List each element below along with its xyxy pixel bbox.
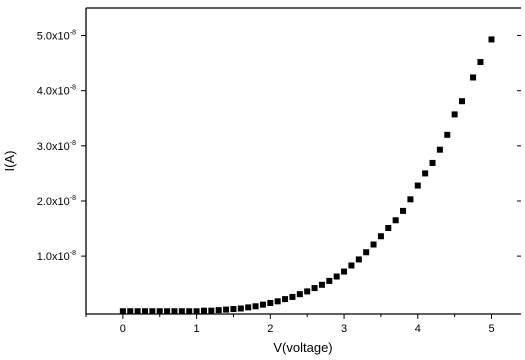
x-axis-title: V(voltage): [273, 340, 332, 355]
data-point: [414, 182, 421, 189]
y-tick-exponent: -8: [70, 250, 76, 257]
data-point: [171, 308, 178, 315]
data-points: [119, 36, 495, 315]
data-point: [400, 207, 407, 214]
x-axis-ticks: 0 1 2 3 4 5: [85, 314, 495, 335]
x-tick-label: 1: [194, 323, 200, 335]
x-tick-label: 4: [415, 323, 421, 335]
data-point: [230, 306, 237, 313]
data-point: [459, 98, 466, 105]
data-point: [333, 273, 340, 280]
data-point: [348, 262, 355, 269]
data-point: [134, 308, 141, 315]
data-point: [141, 308, 148, 315]
data-point: [477, 59, 484, 66]
data-point: [186, 308, 193, 315]
data-point: [119, 308, 126, 315]
y-tick-mantissa: 2.0x10: [37, 196, 70, 208]
data-point: [488, 36, 495, 43]
y-tick-mantissa: 1.0x10: [37, 251, 70, 263]
data-point: [259, 301, 266, 308]
data-point: [377, 233, 384, 240]
data-point: [318, 281, 325, 288]
data-point: [470, 74, 477, 81]
y-tick-label: 5.0x10-8: [37, 30, 76, 43]
data-point: [311, 285, 318, 292]
data-point: [451, 111, 458, 118]
data-point: [127, 308, 134, 315]
data-point: [282, 296, 289, 303]
y-tick-mantissa: 3.0x10: [37, 141, 70, 153]
data-point: [429, 159, 436, 166]
x-tick-label: 2: [267, 323, 273, 335]
data-point: [164, 308, 171, 315]
y-tick-label: 1.0x10-8: [37, 250, 76, 263]
data-point: [245, 304, 252, 311]
data-point: [304, 288, 311, 295]
y-axis-ticks: 1.0x10-82.0x10-83.0x10-84.0x10-85.0x10-8: [37, 30, 86, 263]
y-tick-exponent: -8: [70, 30, 76, 37]
y-tick-exponent: -8: [70, 140, 76, 147]
y-axis-title: I(A): [2, 151, 17, 172]
data-point: [407, 196, 414, 203]
data-point: [363, 249, 370, 256]
x-tick-label: 0: [120, 323, 126, 335]
y-tick-exponent: -8: [70, 195, 76, 202]
data-point: [296, 291, 303, 298]
y-tick-label: 4.0x10-8: [37, 85, 76, 98]
data-point: [274, 298, 281, 305]
data-point: [252, 303, 259, 310]
x-tick-label: 3: [341, 323, 347, 335]
data-point: [149, 308, 156, 315]
data-point: [289, 293, 296, 300]
data-point: [422, 170, 429, 177]
right-axis-ticks: [517, 35, 521, 257]
data-point: [436, 146, 443, 153]
data-point: [193, 308, 200, 315]
data-point: [267, 299, 274, 306]
data-point: [200, 307, 207, 314]
x-tick-label: 5: [488, 323, 494, 335]
data-point: [326, 277, 333, 284]
data-point: [156, 308, 163, 315]
data-point: [444, 131, 451, 138]
y-tick-mantissa: 4.0x10: [37, 86, 70, 98]
data-point: [223, 306, 230, 313]
data-point: [341, 268, 348, 275]
data-point: [178, 308, 185, 315]
y-tick-label: 2.0x10-8: [37, 195, 76, 208]
data-point: [237, 305, 244, 312]
data-point: [215, 307, 222, 314]
data-point: [208, 307, 215, 314]
data-point: [385, 224, 392, 231]
data-point: [392, 217, 399, 224]
data-point: [370, 241, 377, 248]
y-tick-mantissa: 5.0x10: [37, 31, 70, 43]
y-tick-label: 3.0x10-8: [37, 140, 76, 153]
y-tick-exponent: -8: [70, 85, 76, 92]
data-point: [355, 256, 362, 263]
